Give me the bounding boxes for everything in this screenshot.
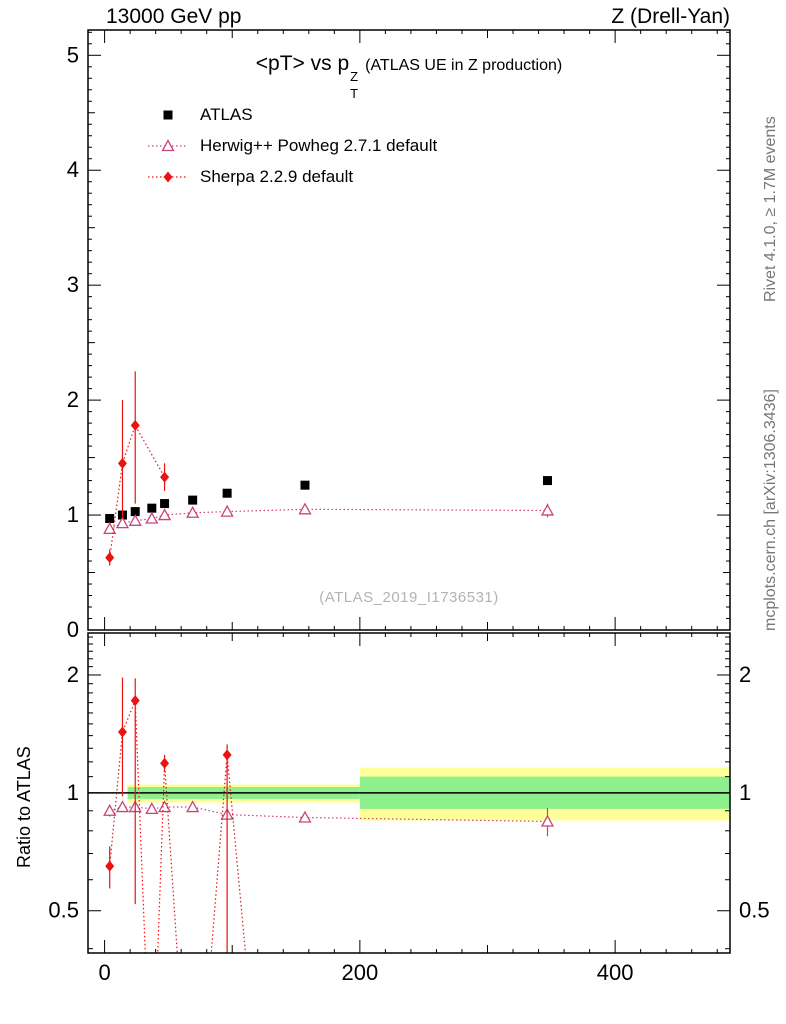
data-point-diamond <box>130 419 140 431</box>
data-point-square <box>160 499 170 509</box>
title-text: <pT> vs p <box>255 52 350 75</box>
plot-title: <pT> vs p Z T (ATLAS UE in Z production) <box>88 52 730 100</box>
data-point-triangle <box>540 814 555 827</box>
legend-marker-atlas-icon <box>163 110 173 120</box>
analysis-id-watermark: (ATLAS_2019_I1736531) <box>319 589 499 606</box>
legend-item-sherpa: Sherpa 2.2.9 default <box>146 167 437 186</box>
data-point-triangle <box>186 505 200 518</box>
data-point-diamond <box>130 695 140 707</box>
title-superscript: Z <box>350 69 359 84</box>
data-point-triangle <box>298 810 312 823</box>
data-point-triangle <box>103 522 117 535</box>
y-tick-label: 0 <box>67 617 79 642</box>
x-tick-label: 200 <box>342 960 379 985</box>
data-point-diamond <box>105 552 115 564</box>
ratio-axis-label: Ratio to ATLAS <box>14 746 34 868</box>
series-line <box>109 700 247 953</box>
y-tick-label: 1 <box>67 502 79 527</box>
y-tick-label-right: 1 <box>739 780 751 805</box>
legend-item-atlas: ATLAS <box>146 105 437 124</box>
beam-energy-label: 13000 GeV pp <box>106 5 242 28</box>
data-point-square <box>130 507 140 517</box>
data-point-diamond <box>105 860 115 872</box>
legend-label-sherpa: Sherpa 2.2.9 default <box>200 167 354 186</box>
data-point-triangle <box>157 800 172 813</box>
data-point-triangle <box>103 803 117 816</box>
axis-ticks <box>88 633 730 953</box>
data-point-square <box>222 488 232 498</box>
data-point-diamond <box>160 757 170 769</box>
process-label: Z (Drell-Yan) <box>611 5 730 28</box>
y-tick-label: 3 <box>67 272 79 297</box>
data-point-triangle <box>540 503 555 516</box>
data-point-square <box>300 480 310 490</box>
legend-label-herwig: Herwig++ Powheg 2.7.1 default <box>200 136 438 155</box>
data-point-diamond <box>117 457 127 469</box>
axis-tick-labels: 0 1 2 3 4 5 <box>67 42 79 642</box>
data-point-triangle <box>220 504 234 517</box>
data-point-square <box>147 503 157 513</box>
data-point-diamond <box>117 726 127 738</box>
data-point-triangle <box>115 800 130 813</box>
legend-item-herwig: Herwig++ Powheg 2.7.1 default <box>146 136 438 155</box>
data-point-triangle <box>145 802 159 815</box>
mcplots-citation-note: mcplots.cern.ch [arXiv:1306.3436] <box>762 389 779 631</box>
data-point-diamond <box>222 749 232 761</box>
x-tick-label: 400 <box>597 960 634 985</box>
y-tick-label-right: 2 <box>739 662 751 687</box>
legend-label-atlas: ATLAS <box>200 105 253 124</box>
data-point-triangle <box>115 516 130 529</box>
data-point-triangle <box>128 513 142 526</box>
y-tick-label: 4 <box>67 157 79 182</box>
y-tick-label: 0.5 <box>48 898 79 923</box>
rivet-version-note: Rivet 4.1.0, ≥ 1.7M events <box>762 116 779 302</box>
data-point-square <box>105 514 115 524</box>
data-point-triangle <box>186 800 200 813</box>
axis-ticks <box>88 30 730 631</box>
data-point-square <box>542 476 552 486</box>
data-point-triangle <box>157 508 172 521</box>
x-tick-label: 0 <box>98 960 110 985</box>
y-tick-label: 2 <box>67 387 79 412</box>
chart-panel-ratio: 0.5 0.5 1 1 2 2 0 200 400 <box>48 632 770 985</box>
title-subscript: T <box>350 86 359 101</box>
data-point-triangle <box>161 139 175 152</box>
legend: ATLAS Herwig++ Powheg 2.7.1 default Sher… <box>146 105 438 186</box>
legend-marker-sherpa-icon <box>148 171 188 183</box>
data-point-diamond <box>160 471 170 483</box>
data-point-triangle <box>145 511 159 524</box>
axis-tick-labels: 0.5 0.5 1 1 2 2 0 200 400 <box>48 662 769 985</box>
y-tick-label: 2 <box>67 662 79 687</box>
title-note: (ATLAS UE in Z production) <box>365 57 563 74</box>
y-tick-label-right: 0.5 <box>739 898 770 923</box>
y-tick-label: 1 <box>67 780 79 805</box>
data-point-triangle <box>298 502 312 515</box>
data-point-square <box>188 495 198 505</box>
data-point-square <box>163 110 173 120</box>
y-tick-label: 5 <box>67 42 79 67</box>
legend-marker-herwig-icon <box>148 139 188 152</box>
series-line <box>109 423 166 558</box>
data-point-diamond <box>163 171 173 183</box>
chart-panel-main: 0 1 2 3 4 5 <box>67 29 731 642</box>
series-line <box>109 508 548 530</box>
plot-frame <box>87 29 731 631</box>
